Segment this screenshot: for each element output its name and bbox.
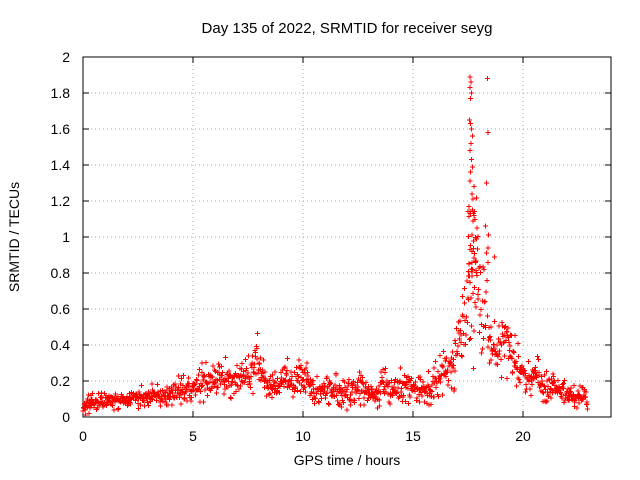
x-tick-label: 20: [515, 428, 531, 444]
y-tick-label: 0.4: [51, 337, 71, 353]
data-points: [80, 74, 590, 418]
y-tick-label: 0.2: [51, 373, 71, 389]
y-tick-label: 2: [62, 49, 70, 65]
x-tick-label: 10: [295, 428, 311, 444]
x-tick-label: 15: [405, 428, 421, 444]
y-tick-label: 1.6: [51, 121, 71, 137]
axis-ticks: [82, 56, 611, 418]
y-axis-label: SRMTID / TECUs: [6, 182, 22, 292]
y-tick-label: 0: [62, 409, 70, 425]
x-axis-label: GPS time / hours: [294, 452, 401, 468]
x-tick-label: 0: [79, 428, 87, 444]
tick-labels: 0 5 10 15 20 0 0.2 0.4 0.6 0.8 1 1.2 1.4 1.6 1.8 2: [51, 49, 531, 444]
y-tick-label: 1: [62, 229, 70, 245]
y-tick-label: 1.4: [51, 157, 71, 173]
grid-lines: [83, 57, 611, 417]
y-tick-label: 0.6: [51, 301, 71, 317]
y-tick-label: 1.2: [51, 193, 71, 209]
x-tick-label: 5: [189, 428, 197, 444]
chart-title: Day 135 of 2022, SRMTID for receiver sey…: [202, 20, 493, 37]
y-tick-label: 1.8: [51, 85, 71, 101]
y-tick-label: 0.8: [51, 265, 71, 281]
